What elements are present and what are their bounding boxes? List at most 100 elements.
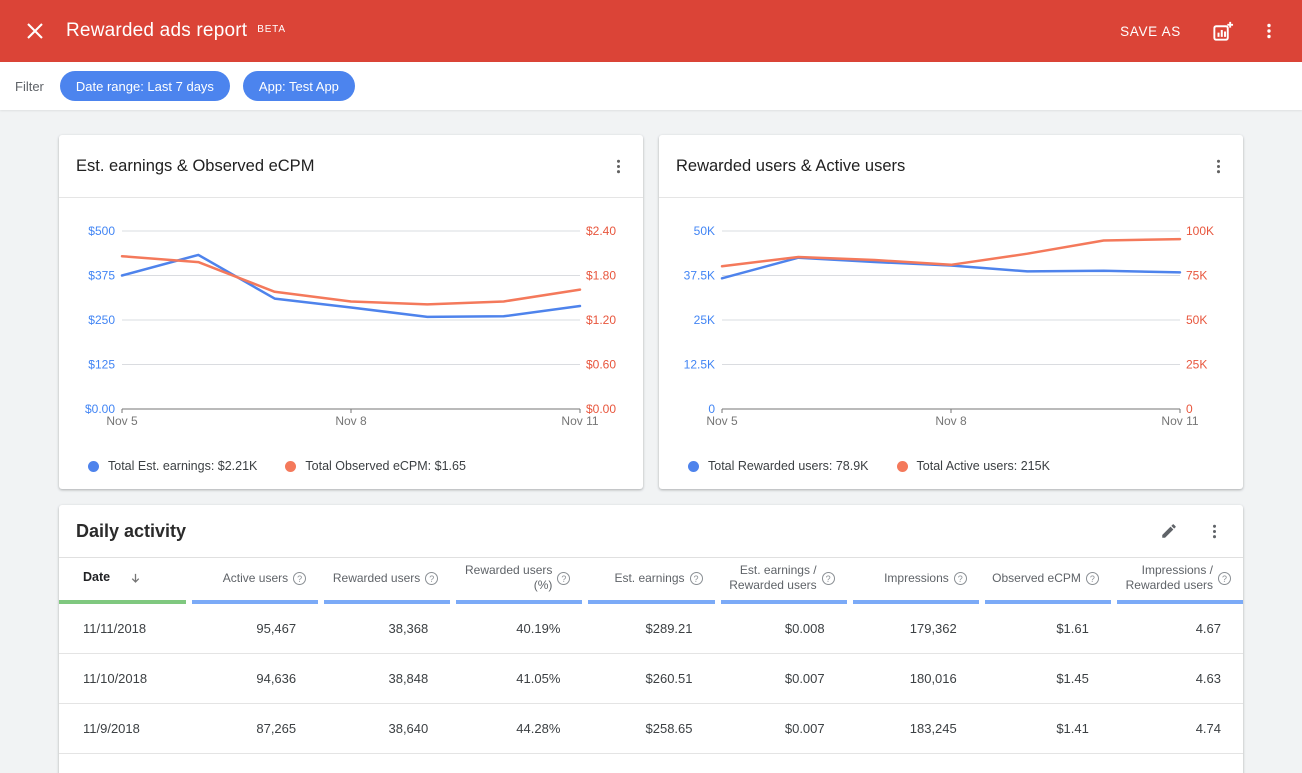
- line-chart-svg: $500 $2.40 $375 $1.80 $250 $1.20 $125 $0.60 $0.0…: [85, 224, 616, 428]
- daily-activity-card: Daily activity Date Active users? Rewarded…: [59, 505, 1243, 773]
- value-cell: $289.21: [645, 621, 693, 636]
- table-row-partial: [59, 754, 1243, 773]
- legend-dot-icon: [88, 460, 99, 472]
- left-axis-tick-label: $125: [88, 358, 115, 372]
- table-row: 11/11/2018 95,467 38,368 40.19% $289.21 $0.00…: [59, 604, 1243, 654]
- value-cell: 44.28%: [516, 721, 561, 736]
- x-axis-tick-label: Nov 11: [1161, 414, 1198, 428]
- value-cell: 38,368: [388, 621, 429, 636]
- filter-chip-date-range[interactable]: Date range: Last 7 days: [59, 71, 230, 101]
- help-icon[interactable]: ?: [821, 571, 835, 585]
- column-underline-bar: [59, 600, 186, 604]
- right-axis-tick-label: 0: [1186, 402, 1193, 416]
- value-cell: $258.65: [645, 721, 693, 736]
- right-axis-tick-label: 25K: [1186, 358, 1207, 372]
- column-header-date[interactable]: Date: [59, 558, 186, 604]
- value-cell: $1.61: [1056, 621, 1089, 636]
- right-axis-tick-label: $2.40: [586, 224, 616, 238]
- x-axis-tick-label: Nov 5: [106, 414, 138, 428]
- table-header-row: Date Active users? Rewarded users? Rewarded…: [59, 558, 1243, 604]
- kebab-icon: [1260, 22, 1278, 40]
- value-cell: 179,362: [909, 621, 957, 636]
- value-cell: $0.007: [784, 671, 825, 686]
- left-axis-tick-label: $500: [88, 224, 115, 238]
- filter-label: Filter: [15, 78, 44, 94]
- value-cell: 94,636: [256, 671, 297, 686]
- close-button[interactable]: [20, 16, 50, 46]
- x-axis-tick-label: Nov 11: [561, 414, 598, 428]
- value-cell: $0.008: [784, 621, 825, 636]
- column-header-rewarded-users-[interactable]: Rewarded users (%)?: [456, 558, 583, 604]
- left-axis-tick-label: $0.00: [85, 402, 115, 416]
- left-axis-tick-label: 50K: [694, 224, 715, 238]
- help-icon[interactable]: ?: [293, 571, 307, 585]
- column-underline-bar: [456, 600, 583, 604]
- save-as-button[interactable]: SAVE AS: [1110, 16, 1191, 47]
- legend-dot-icon: [285, 460, 297, 472]
- value-cell: 87,265: [256, 721, 297, 736]
- column-header-est-earnings[interactable]: Est. earnings?: [588, 558, 715, 604]
- date-cell: 11/9/2018: [83, 721, 140, 736]
- chart-overflow-menu-button[interactable]: [1204, 152, 1233, 181]
- chart-legend: Total Est. earnings: $2.21K Total Observe…: [59, 444, 643, 488]
- rewarded-active-users-chart-card: Rewarded users & Active users 50K 100K 37.…: [659, 135, 1243, 489]
- x-axis-tick-label: Nov 8: [335, 414, 367, 428]
- help-icon[interactable]: ?: [425, 571, 439, 585]
- line-chart: $500 $2.40 $375 $1.80 $250 $1.20 $125 $0.60 $0.0…: [59, 198, 643, 444]
- help-icon[interactable]: ?: [557, 571, 571, 585]
- x-axis-tick-label: Nov 8: [935, 414, 967, 428]
- x-axis-tick-label: Nov 5: [706, 414, 738, 428]
- help-icon[interactable]: ?: [1085, 571, 1099, 585]
- column-header-impressions[interactable]: Impressions?: [852, 558, 979, 604]
- edit-table-button[interactable]: [1154, 516, 1184, 546]
- value-cell: 4.67: [1195, 621, 1221, 636]
- column-header-rewarded-users[interactable]: Rewarded users?: [324, 558, 451, 604]
- value-cell: $0.007: [784, 721, 825, 736]
- right-axis-tick-label: 50K: [1186, 313, 1207, 327]
- column-underline-bar: [852, 600, 979, 604]
- value-cell: 180,016: [909, 671, 957, 686]
- column-label: Rewarded users (%): [465, 563, 553, 592]
- left-axis-tick-label: 25K: [694, 313, 715, 327]
- value-cell: 40.19%: [516, 621, 561, 636]
- kebab-icon: [1206, 523, 1223, 540]
- filter-bar: Filter Date range: Last 7 days App: Test…: [0, 62, 1302, 110]
- chart-overflow-menu-button[interactable]: [604, 152, 633, 181]
- column-label: Date: [83, 570, 111, 585]
- right-axis-tick-label: $1.20: [586, 313, 616, 327]
- value-cell: $260.51: [645, 671, 693, 686]
- help-icon[interactable]: ?: [1218, 571, 1231, 585]
- series-line-active-users: [720, 237, 1182, 268]
- column-header-active-users[interactable]: Active users?: [192, 558, 319, 604]
- legend-label: Total Active users: 215K: [916, 459, 1050, 473]
- main-content: Est. earnings & Observed eCPM $500 $2.40 $…: [0, 110, 1302, 773]
- left-axis-tick-label: 12.5K: [684, 358, 715, 372]
- header-overflow-menu-button[interactable]: [1254, 16, 1284, 46]
- legend-dot-icon: [896, 460, 908, 472]
- right-axis-tick-label: $0.00: [586, 402, 616, 416]
- column-label: Est. earnings / Rewarded users: [729, 563, 817, 592]
- earnings-ecpm-chart-card: Est. earnings & Observed eCPM $500 $2.40 $…: [59, 135, 643, 489]
- value-cell: 95,467: [256, 621, 297, 636]
- legend-label: Total Est. earnings: $2.21K: [108, 459, 258, 473]
- column-label: Observed eCPM: [992, 570, 1081, 585]
- value-cell: 41.05%: [516, 671, 561, 686]
- column-label: Rewarded users: [332, 570, 421, 585]
- legend-item: Total Observed eCPM: $1.65: [285, 459, 466, 473]
- right-axis-tick-label: $1.80: [586, 269, 616, 283]
- add-chart-button[interactable]: [1205, 14, 1240, 49]
- column-label: Impressions / Rewarded users: [1125, 563, 1213, 592]
- help-icon[interactable]: ?: [689, 571, 703, 585]
- column-header-impressions-rewarded-users[interactable]: Impressions / Rewarded users?: [1116, 558, 1243, 604]
- left-axis-tick-label: $250: [88, 313, 115, 327]
- help-icon[interactable]: ?: [953, 571, 967, 585]
- value-cell: 38,640: [388, 721, 429, 736]
- sort-desc-arrow-icon: [129, 572, 142, 585]
- filter-chip-app[interactable]: App: Test App: [242, 71, 355, 101]
- pencil-icon: [1160, 522, 1178, 540]
- column-header-est-earnings-rewarded-users[interactable]: Est. earnings / Rewarded users?: [720, 558, 847, 604]
- column-underline-bar: [324, 600, 451, 604]
- column-header-observed-ecpm[interactable]: Observed eCPM?: [984, 558, 1111, 604]
- table-overflow-menu-button[interactable]: [1200, 517, 1229, 546]
- right-axis-tick-label: $0.60: [586, 358, 616, 372]
